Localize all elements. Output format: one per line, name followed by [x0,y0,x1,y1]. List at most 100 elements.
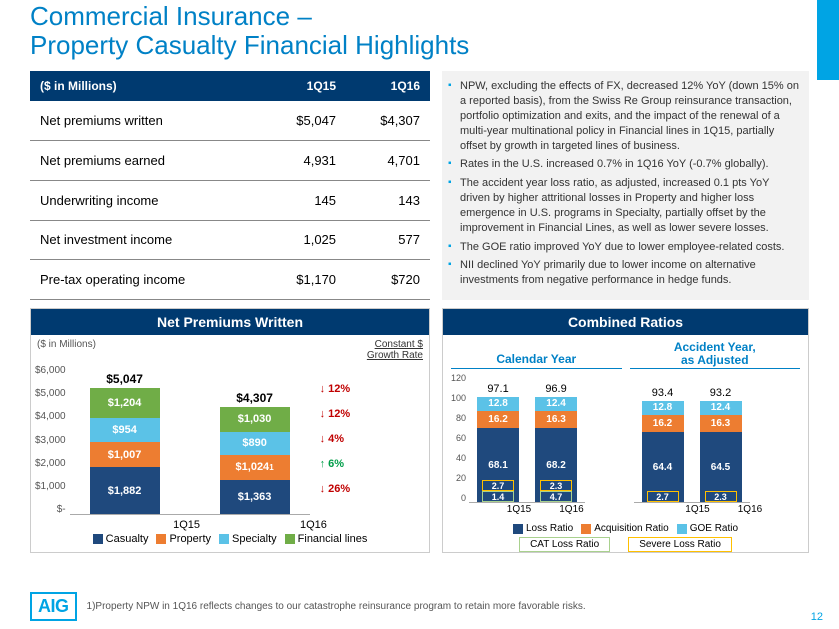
x-label: 1Q15 [507,504,531,515]
row-v2: $720 [346,260,430,300]
y-tick: 20 [451,473,466,483]
cr-overlay-box: 2.3 [540,480,572,491]
bullet-item: NPW, excluding the effects of FX, decrea… [448,79,799,153]
cr-chart-body: Calendar Year 120100806040200 97.168.116… [443,335,808,521]
table-row: Net premiums earned4,9314,701 [30,140,430,180]
cr-overlay-box: 2.3 [705,491,737,502]
row-label: Pre-tax operating income [30,260,262,300]
cr-y-axis: 120100806040200 [451,373,469,503]
cr-segment-acq: 16.3 [700,415,742,433]
npw-y-axis: $6,000$5,000$4,000$3,000$2,000$1,000$- [35,365,70,515]
cr-half2-bars: 93.464.416.212.82.793.264.516.312.42.3 [634,373,750,503]
cr-total-label: 93.2 [700,387,742,399]
table-row: Pre-tax operating income$1,170$720 [30,260,430,300]
npw-axis-label: ($ in Millions) [37,339,96,350]
cr-legend2: CAT Loss Ratio Severe Loss Ratio [443,537,808,552]
cr-total-label: 93.4 [642,387,684,399]
y-tick: $1,000 [35,481,66,492]
cr-half1-bars: 97.168.116.212.81.42.796.968.216.312.44.… [469,373,585,503]
x-label: 1Q16 [300,519,327,531]
cr-segment-acq: 16.2 [642,415,684,433]
y-tick: $5,000 [35,388,66,399]
legend-item: Financial lines [285,533,368,545]
charts-row: Net Premiums Written ($ in Millions) Con… [30,308,809,553]
bar-segment-property: $1,0241 [220,455,290,481]
bullet-item: The accident year loss ratio, as adjuste… [448,176,799,235]
title-line1: Commercial Insurance – [30,1,312,31]
bar-total-label: $5,047 [90,372,160,386]
cr-half1-chart: 120100806040200 97.168.116.212.81.42.796… [451,373,622,503]
legend-item: Casualty [93,533,149,545]
page-number: 12 [811,611,823,623]
npw-legend: Casualty Property Specialty Financial lines [31,533,429,545]
npw-chart-area: $6,000$5,000$4,000$3,000$2,000$1,000$- $… [35,365,310,515]
cr-half2-xlabels: 1Q151Q16 [630,504,801,515]
cr-half1-xlabels: 1Q151Q16 [451,504,622,515]
y-tick: $4,000 [35,411,66,422]
row-v2: 577 [346,220,430,260]
cr-segment-acq: 16.2 [477,411,519,429]
x-label: 1Q15 [173,519,200,531]
row-v2: $4,307 [346,101,430,140]
row-label: Net premiums written [30,101,262,140]
y-tick: $- [35,504,66,515]
y-tick: 100 [451,393,466,403]
npw-x-labels: 1Q15 1Q16 [31,519,429,531]
row-v1: 145 [262,180,346,220]
cr-segment-goe: 12.8 [477,397,519,411]
table-row: Underwriting income145143 [30,180,430,220]
cr-stacked-bar: 96.968.216.312.44.72.3 [535,397,577,502]
npw-chart-panel: Net Premiums Written ($ in Millions) Con… [30,308,430,553]
bar-segment-financial: $1,030 [220,407,290,433]
corner-accent [817,0,839,80]
row-label: Net premiums earned [30,140,262,180]
table-row: Net premiums written$5,047$4,307 [30,101,430,140]
npw-growth-column: ↓ 12%↓ 12%↓ 4%↑ 6%↓ 26% [310,376,351,501]
npw-stacked-bar: $5,047$1,882$1,007$954$1,204 [90,388,160,514]
legend-item: Acquisition Ratio [581,523,668,534]
cr-overlay-box: 4.7 [540,491,572,502]
row-v1: $1,170 [262,260,346,300]
cr-accident-year-half: Accident Year, as Adjusted 93.464.416.21… [626,339,805,517]
legend-item: Property [156,533,211,545]
slide-content: Commercial Insurance – Property Casualty… [0,0,839,563]
table-header-col2: 1Q16 [346,71,430,101]
legend-item: Specialty [219,533,277,545]
table-header-col1: 1Q15 [262,71,346,101]
growth-rate: ↓ 12% [320,383,351,395]
bar-segment-property: $1,007 [90,442,160,467]
row-v1: 1,025 [262,220,346,260]
legend-overlay-item: CAT Loss Ratio [519,537,610,552]
row-v1: 4,931 [262,140,346,180]
cr-overlay-box: 2.7 [482,480,514,491]
row-v1: $5,047 [262,101,346,140]
aig-logo: AIG [30,592,77,621]
cr-segment-acq: 16.3 [535,411,577,429]
cr-half2-chart: 93.464.416.212.82.793.264.516.312.42.3 [630,373,801,503]
bar-segment-casualty: $1,882 [90,467,160,514]
bullet-item: Rates in the U.S. increased 0.7% in 1Q16… [448,157,799,172]
bar-segment-financial: $1,204 [90,388,160,418]
cr-half2-title: Accident Year, as Adjusted [630,341,801,369]
growth-rate: ↑ 6% [320,458,351,470]
legend-item: Loss Ratio [513,523,573,534]
y-tick: 40 [451,453,466,463]
cr-segment-goe: 12.4 [535,397,577,410]
cr-legend: Loss RatioAcquisition RatioGOE Ratio [443,523,808,534]
table-row: Net investment income1,025577 [30,220,430,260]
bar-total-label: $4,307 [220,391,290,405]
x-label: 1Q16 [738,504,762,515]
footnote-text: 1)Property NPW in 1Q16 reflects changes … [87,601,586,612]
cr-overlay-box: 1.4 [482,491,514,502]
legend-overlay-item: Severe Loss Ratio [628,537,732,552]
growth-rate: ↓ 26% [320,483,351,495]
growth-rate: ↓ 4% [320,433,351,445]
row-v2: 143 [346,180,430,220]
cr-stacked-bar: 93.464.416.212.82.7 [642,401,684,502]
npw-bars-zone: $5,047$1,882$1,007$954$1,204$4,307$1,363… [70,365,310,515]
npw-growth-label: Constant $ Growth Rate [367,339,423,361]
cr-overlay-box: 2.7 [647,491,679,502]
footer: AIG 1)Property NPW in 1Q16 reflects chan… [30,592,586,621]
bullet-item: The GOE ratio improved YoY due to lower … [448,240,799,255]
y-tick: $3,000 [35,435,66,446]
